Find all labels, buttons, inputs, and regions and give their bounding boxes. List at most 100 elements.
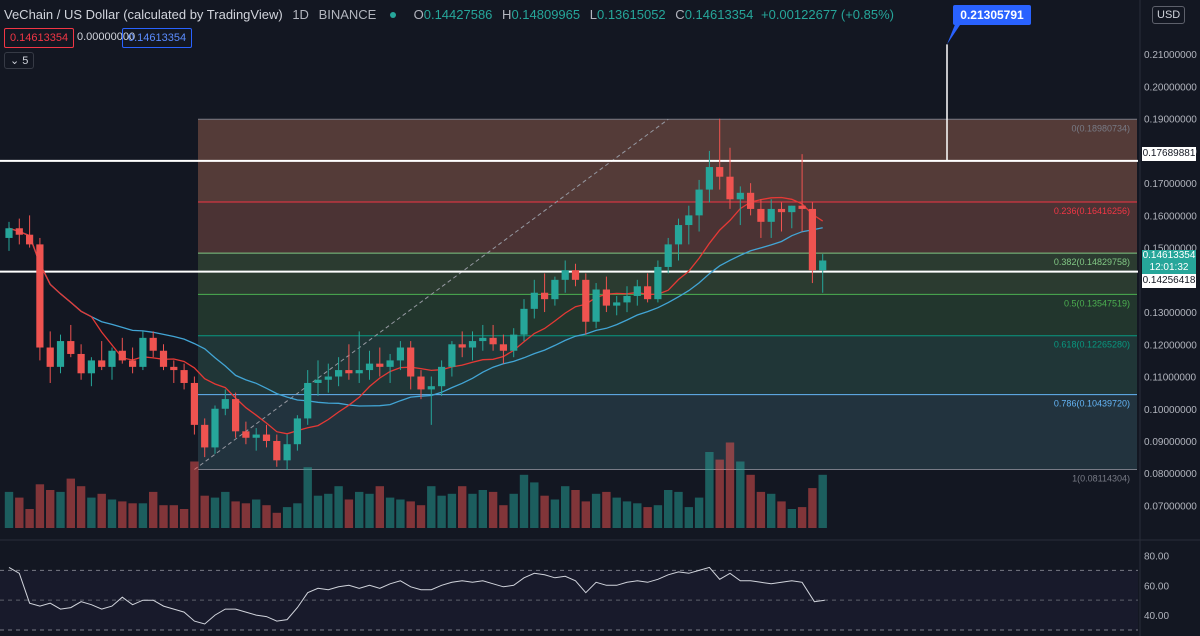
candle-body: [726, 176, 734, 200]
candle-body: [448, 344, 456, 367]
candle-body: [118, 350, 126, 361]
volume-bar: [334, 486, 343, 528]
candle-body: [417, 376, 425, 390]
volume-bar: [643, 507, 652, 528]
rsi-tick: 40.00: [1144, 611, 1169, 622]
candle-body: [571, 270, 580, 280]
candle-body: [46, 347, 54, 367]
volume-bar: [550, 499, 560, 528]
volume-bar: [684, 507, 693, 528]
market-status-icon: [389, 12, 396, 18]
volume-bar: [530, 482, 539, 528]
candle-body: [77, 353, 85, 374]
candle-body: [716, 167, 724, 177]
fib-label: 0.786(0.10439720): [1054, 399, 1130, 409]
candle-body: [788, 205, 796, 213]
volume-bar: [674, 491, 683, 528]
candle-body: [386, 360, 394, 367]
volume-bar: [385, 497, 395, 528]
candle-body: [757, 208, 765, 222]
candle-body: [561, 270, 569, 280]
price-tick: 0.13000000: [1144, 308, 1197, 319]
price-tick: 0.20000000: [1144, 82, 1197, 93]
candle-body: [623, 295, 631, 303]
volume-bar: [66, 478, 75, 528]
low-label: L: [589, 7, 597, 22]
fib-label: 0.5(0.13547519): [1064, 298, 1130, 308]
volume-bar: [756, 491, 766, 528]
candle-body: [736, 192, 744, 200]
candle-body: [489, 337, 497, 345]
fib-zone: [198, 394, 1137, 470]
candle-body: [87, 360, 95, 374]
volume-bar: [159, 505, 168, 528]
volume-bar: [540, 495, 549, 528]
candle-body: [427, 386, 435, 390]
change-value: +0.00122677 (+0.85%): [761, 7, 894, 22]
candle-body: [159, 350, 168, 367]
buy-price-button[interactable]: 0.14613354: [122, 28, 193, 48]
candle-body: [15, 228, 23, 235]
volume-bar: [375, 486, 384, 528]
volume-bar: [488, 491, 498, 528]
candle-body: [180, 370, 188, 383]
volume-bar: [787, 509, 796, 528]
volume-bar: [808, 488, 817, 528]
candle-body: [5, 228, 13, 238]
volume-bar: [602, 491, 611, 528]
volume-bar: [561, 486, 570, 528]
volume-bar: [437, 495, 446, 528]
symbol-title[interactable]: VeChain / US Dollar (calculated by Tradi…: [4, 7, 283, 22]
close-label: C: [675, 7, 685, 22]
candle-body: [438, 366, 446, 387]
sell-price-button[interactable]: 0.14613354: [4, 28, 75, 48]
price-tick: 0.16000000: [1144, 211, 1197, 222]
candle-body: [221, 399, 229, 409]
volume-bar: [406, 501, 415, 528]
volume-bar: [241, 503, 251, 528]
volume-bar: [797, 507, 807, 528]
volume-bar: [355, 491, 364, 528]
volume-bar: [4, 491, 14, 528]
volume-bar: [416, 505, 426, 528]
candle-body: [242, 431, 250, 438]
trend-line: [194, 118, 669, 470]
volume-bar: [499, 505, 508, 528]
candle-body: [170, 366, 178, 371]
volume-bar: [694, 497, 704, 528]
candle-body: [67, 341, 75, 354]
candle-body: [190, 382, 198, 425]
volume-bar: [396, 499, 405, 528]
currency-select[interactable]: USD: [1152, 6, 1186, 24]
volume-bar: [313, 495, 323, 528]
volume-bar: [427, 486, 436, 528]
candle-body: [674, 225, 683, 245]
price-tick: 0.15000000: [1144, 244, 1197, 255]
volume-bar: [633, 503, 642, 528]
volume-bar: [35, 484, 45, 528]
candle-body: [98, 360, 106, 367]
interval-label[interactable]: 1D: [292, 7, 309, 22]
volume-bar: [46, 490, 55, 528]
candle-body: [819, 260, 827, 271]
countdown-value: 12:01:32: [1149, 262, 1189, 273]
candle-body: [468, 341, 477, 348]
price-tick: 0.17000000: [1144, 179, 1197, 190]
volume-bar: [612, 497, 621, 528]
volume-bar: [107, 499, 117, 528]
candle-body: [520, 308, 528, 335]
spread-value: 0.00000000: [77, 31, 136, 43]
candle-body: [551, 279, 559, 300]
price-tick: 0.08000000: [1144, 469, 1197, 480]
candle-body: [479, 337, 487, 342]
price-tick: 0.19000000: [1144, 115, 1197, 126]
volume-bar: [519, 474, 529, 528]
volume-bar: [231, 501, 240, 528]
candle-body: [314, 379, 322, 383]
indicators-collapse-button[interactable]: ⌄ 5: [4, 52, 35, 69]
volume-bar: [664, 490, 673, 528]
candle-body: [530, 292, 538, 309]
low-value: 0.13615052: [596, 7, 666, 22]
price-tick: 0.12000000: [1144, 340, 1197, 351]
